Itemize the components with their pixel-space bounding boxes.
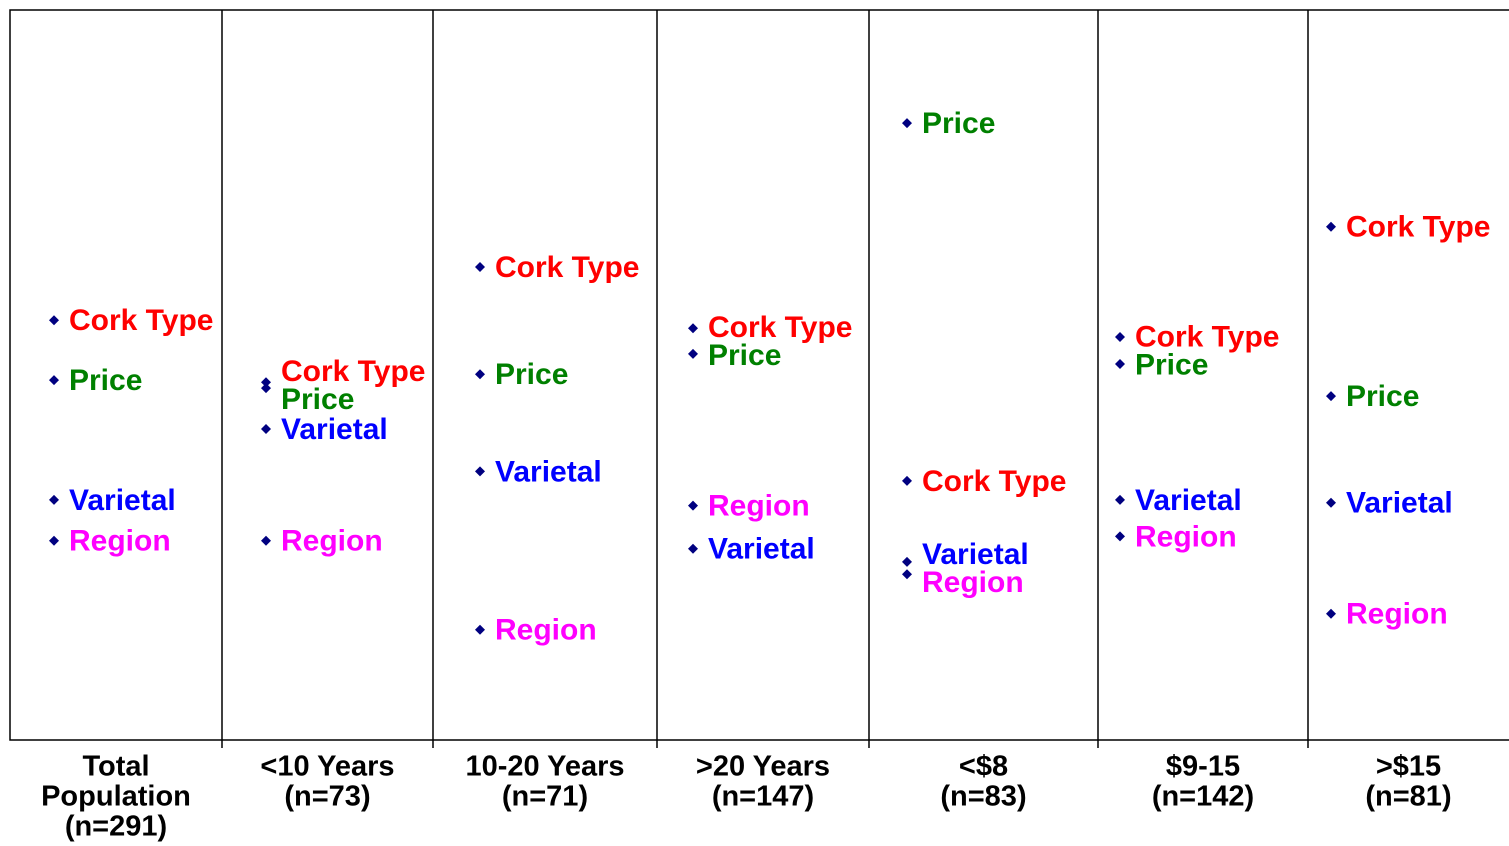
x-tick-label: (n=142) xyxy=(1152,781,1254,813)
marker xyxy=(1115,332,1125,343)
marker xyxy=(49,494,59,505)
x-tick-label: Population xyxy=(41,781,191,813)
point-label: Region xyxy=(708,490,810,523)
point-label: Price xyxy=(69,364,142,397)
marker xyxy=(475,369,485,380)
x-tick-label: (n=147) xyxy=(712,781,814,813)
marker xyxy=(261,535,271,546)
x-tick-label: (n=291) xyxy=(65,811,167,843)
marker xyxy=(1115,531,1125,542)
x-tick-label: (n=81) xyxy=(1365,781,1451,813)
x-tick-label: >20 Years xyxy=(696,751,830,783)
marker xyxy=(902,556,912,567)
point-label: Price xyxy=(1346,380,1419,413)
point-label: Region xyxy=(1135,520,1237,553)
x-tick-label: (n=73) xyxy=(284,781,370,813)
point-label: Varietal xyxy=(69,484,176,517)
x-tick-label: (n=83) xyxy=(940,781,1026,813)
point-label: Varietal xyxy=(495,455,602,488)
marker xyxy=(688,543,698,554)
marker xyxy=(1115,359,1125,370)
marker xyxy=(1326,221,1336,232)
marker xyxy=(261,424,271,435)
x-tick-label: <10 Years xyxy=(260,751,394,783)
x-tick-label: <$8 xyxy=(959,751,1008,783)
point-label: Varietal xyxy=(1135,484,1242,517)
point-label: Price xyxy=(495,358,568,391)
point-label: Price xyxy=(281,383,354,416)
point-label: Region xyxy=(1346,598,1448,631)
point-label: Cork Type xyxy=(1346,211,1490,244)
marker xyxy=(688,348,698,359)
point-label: Cork Type xyxy=(69,304,213,337)
marker xyxy=(1326,391,1336,402)
point-label: Cork Type xyxy=(281,355,425,388)
point-label: Varietal xyxy=(281,413,388,446)
marker xyxy=(49,375,59,386)
x-tick-label: $9-15 xyxy=(1166,751,1240,783)
point-label: Price xyxy=(1135,348,1208,381)
point-label: Price xyxy=(708,339,781,372)
marker xyxy=(1326,608,1336,619)
point-label: Region xyxy=(69,525,171,558)
point-label: Region xyxy=(922,566,1024,599)
marker xyxy=(49,315,59,326)
marker xyxy=(1326,497,1336,508)
marker xyxy=(1115,494,1125,505)
x-tick-label: Total xyxy=(82,751,149,783)
marker xyxy=(902,569,912,580)
point-label: Cork Type xyxy=(922,465,1066,498)
point-label: Cork Type xyxy=(708,311,852,344)
marker xyxy=(688,500,698,511)
point-label: Price xyxy=(922,107,995,140)
plot-frame xyxy=(9,9,1509,741)
x-tick-label: 10-20 Years xyxy=(465,751,624,783)
marker xyxy=(688,323,698,334)
marker xyxy=(902,118,912,129)
point-label: Varietal xyxy=(1346,487,1453,520)
marker xyxy=(475,466,485,477)
point-label: Cork Type xyxy=(1135,320,1279,353)
marker xyxy=(49,535,59,546)
point-label: Varietal xyxy=(922,538,1029,571)
x-tick-label: >$15 xyxy=(1376,751,1441,783)
marker xyxy=(475,624,485,635)
point-label: Cork Type xyxy=(495,251,639,284)
marker xyxy=(261,383,271,394)
marker xyxy=(475,261,485,272)
marker xyxy=(902,475,912,486)
point-label: Varietal xyxy=(708,533,815,566)
marker xyxy=(261,377,271,388)
x-tick-label: (n=71) xyxy=(502,781,588,813)
point-label: Region xyxy=(495,614,597,647)
point-label: Region xyxy=(281,525,383,558)
